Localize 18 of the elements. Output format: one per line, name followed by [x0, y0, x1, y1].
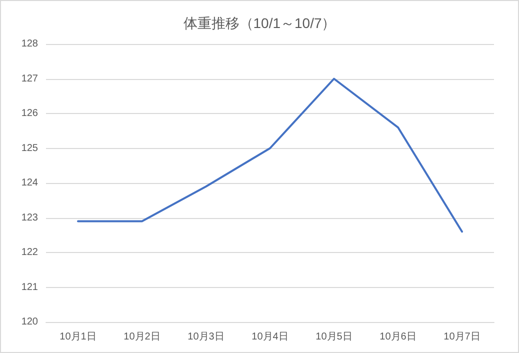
- y-tick-label: 128: [21, 38, 38, 50]
- line-series: [77, 78, 463, 233]
- y-tick-label: 126: [21, 108, 38, 119]
- y-tick-label: 124: [21, 178, 38, 188]
- x-tick-label: 10月4日: [252, 332, 288, 342]
- x-tick-label: 10月1日: [60, 332, 96, 342]
- x-tick-label: 10月2日: [124, 332, 160, 342]
- y-tick-label: 120: [21, 316, 38, 328]
- x-tick-label: 10月6日: [380, 332, 416, 342]
- y-tick-label: 121: [21, 282, 38, 293]
- y-tick-label: 122: [21, 247, 38, 258]
- y-tick-label: 125: [21, 142, 38, 154]
- chart-title: 体重推移（10/1～10/7）: [183, 15, 336, 31]
- x-tick-label: 10月3日: [188, 332, 224, 342]
- y-tick-label: 123: [21, 212, 38, 224]
- y-tick-label: 127: [21, 73, 38, 84]
- x-tick-label: 10月7日: [444, 332, 480, 342]
- x-tick-label: 10月5日: [316, 332, 352, 342]
